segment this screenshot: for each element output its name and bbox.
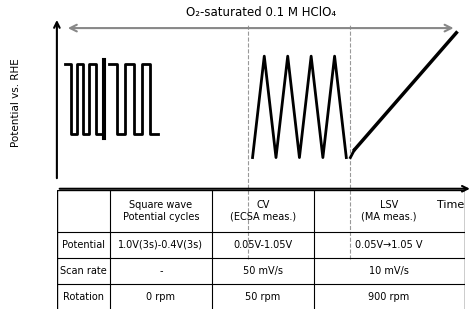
Text: Square wave
Potential cycles: Square wave Potential cycles: [123, 200, 199, 222]
Text: Time: Time: [438, 200, 465, 210]
Text: O₂-saturated 0.1 M HClO₄: O₂-saturated 0.1 M HClO₄: [186, 6, 336, 19]
Text: LSV
(MA meas.): LSV (MA meas.): [361, 200, 417, 222]
Text: Potential: Potential: [62, 240, 105, 250]
Text: 10 mV/s: 10 mV/s: [369, 266, 409, 276]
Text: Potential vs. RHE: Potential vs. RHE: [11, 59, 21, 147]
Text: 0.05V→1.05 V: 0.05V→1.05 V: [356, 240, 423, 250]
Text: 50 mV/s: 50 mV/s: [243, 266, 283, 276]
Text: 0.05V-1.05V: 0.05V-1.05V: [233, 240, 292, 250]
Text: CV
(ECSA meas.): CV (ECSA meas.): [230, 200, 296, 222]
Text: 1.0V(3s)-0.4V(3s): 1.0V(3s)-0.4V(3s): [118, 240, 203, 250]
Text: 50 rpm: 50 rpm: [245, 292, 280, 302]
Text: -: -: [159, 266, 163, 276]
Text: Rotation: Rotation: [63, 292, 104, 302]
Text: Scan rate: Scan rate: [60, 266, 107, 276]
Text: 0 rpm: 0 rpm: [146, 292, 175, 302]
Text: 900 rpm: 900 rpm: [368, 292, 410, 302]
